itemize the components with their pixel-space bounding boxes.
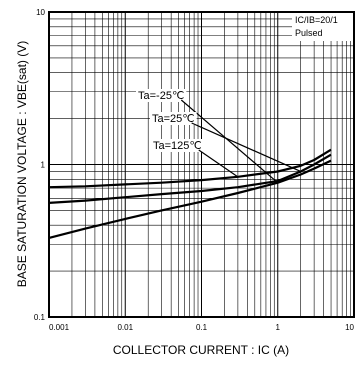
series-label: Ta=125℃ (153, 140, 202, 152)
y-tick-label: 1 (41, 161, 46, 170)
y-tick-label: 10 (36, 8, 45, 17)
series-label-background (151, 139, 204, 152)
y-axis-title: BASE SATURATION VOLTAGE : VBE(sat) (V) (15, 41, 29, 288)
plot-frame (48, 11, 355, 318)
x-tick-label: 10 (345, 323, 354, 332)
tick-labels: 0.001 0.01 0.1 1 10 10 1 0.1 (34, 8, 355, 332)
series-annotations: Ta=-25℃ Ta=25℃ Ta=125℃ (136, 89, 301, 184)
y-tick-label: 0.1 (34, 313, 46, 322)
series-leader-line (180, 99, 279, 184)
series-line-1 (48, 153, 332, 204)
series-line-0 (48, 159, 332, 239)
series-line-2 (48, 148, 332, 189)
x-tick-label: 0.1 (196, 323, 208, 332)
series-label: Ta=25℃ (152, 113, 195, 125)
series-leader-line (191, 122, 301, 173)
condition-label-ratio: IC/IB=20/1 (295, 15, 338, 25)
series-label: Ta=-25℃ (138, 90, 184, 102)
series-leader-line (198, 149, 239, 178)
x-axis-title: COLLECTOR CURRENT : IC (A) (113, 343, 289, 357)
condition-legend-box (292, 13, 353, 41)
x-tick-label: 1 (276, 323, 281, 332)
grid (49, 12, 354, 317)
series-label-background (136, 89, 187, 102)
x-tick-label: 0.01 (117, 323, 133, 332)
series-lines (48, 148, 332, 239)
x-tick-label: 0.001 (49, 323, 70, 332)
series-label-background (150, 112, 197, 125)
condition-label-pulsed: Pulsed (295, 28, 323, 38)
